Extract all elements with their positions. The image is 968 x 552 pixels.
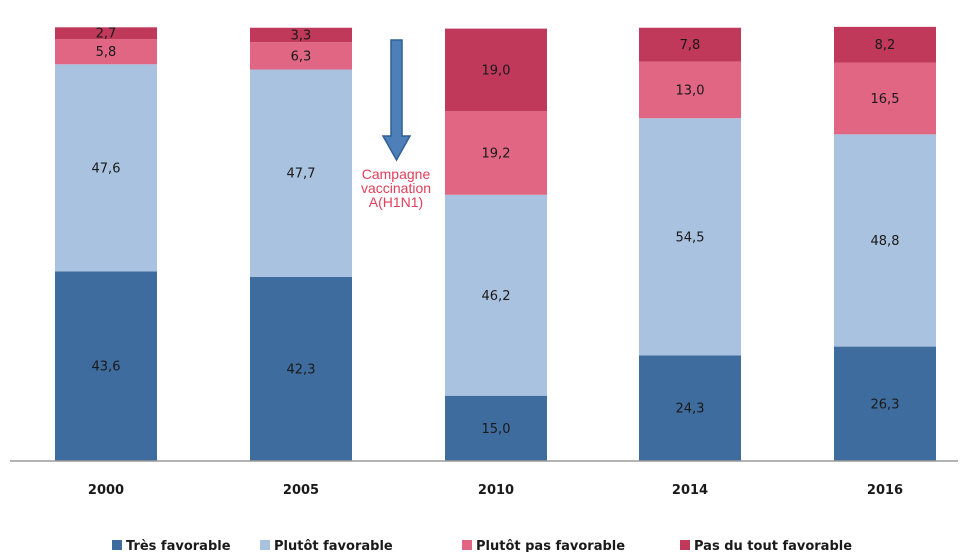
bars-group: 43,6 47,6 5,8 2,7 42,3 47,7 6,3 3,3 15,0 46,2 19,2… bbox=[55, 27, 936, 461]
data-label-2000-s3: 5,8 bbox=[96, 45, 117, 60]
legend-label-4: Pas du tout favorable bbox=[694, 539, 852, 552]
legend-swatch-2 bbox=[260, 540, 270, 550]
data-label-2010-s4: 19,0 bbox=[482, 63, 511, 78]
data-label-2005-s4: 3,3 bbox=[291, 28, 312, 43]
legend-label-3: Plutôt pas favorable bbox=[476, 539, 625, 552]
data-label-2016-s2: 48,8 bbox=[871, 234, 900, 249]
legend-swatch-1 bbox=[112, 540, 122, 550]
down-arrow-icon bbox=[381, 39, 412, 162]
data-label-2010-s2: 46,2 bbox=[482, 289, 511, 304]
bar-segment-2010-s1 bbox=[445, 395, 547, 461]
bar-segment-2005-s3 bbox=[250, 42, 352, 70]
annotation-line-1: Campagne bbox=[362, 166, 431, 182]
x-tick-labels: 2000 2005 2010 2014 2016 bbox=[88, 483, 903, 498]
legend-swatch-4 bbox=[680, 540, 690, 550]
x-tick-2000: 2000 bbox=[88, 483, 124, 498]
data-label-2000-s2: 47,6 bbox=[92, 161, 121, 176]
x-tick-2010: 2010 bbox=[478, 483, 514, 498]
bar-segment-2016-s4 bbox=[834, 26, 936, 63]
bar-segment-2014-s3 bbox=[639, 61, 741, 119]
data-label-2005-s2: 47,7 bbox=[287, 167, 316, 182]
bar-segment-2005-s4 bbox=[250, 27, 352, 43]
data-label-2014-s4: 7,8 bbox=[680, 38, 701, 53]
bar-segment-2014-s1 bbox=[639, 355, 741, 461]
x-tick-2016: 2016 bbox=[867, 483, 903, 498]
data-label-2014-s1: 24,3 bbox=[676, 402, 705, 417]
legend-label-2: Plutôt favorable bbox=[274, 539, 393, 552]
legend-label-1: Très favorable bbox=[126, 539, 231, 552]
data-label-2000-s1: 43,6 bbox=[92, 360, 121, 375]
data-label-2016-s3: 16,5 bbox=[871, 92, 900, 107]
bar-segment-2016-s3 bbox=[834, 62, 936, 135]
bar-segment-2000-s4 bbox=[55, 27, 157, 40]
data-label-2010-s1: 15,0 bbox=[482, 422, 511, 437]
x-tick-2005: 2005 bbox=[283, 483, 319, 498]
bar-segment-2000-s2 bbox=[55, 64, 157, 272]
data-label-2016-s4: 8,2 bbox=[875, 38, 896, 53]
data-label-2005-s3: 6,3 bbox=[291, 49, 312, 64]
bar-segment-2014-s4 bbox=[639, 27, 741, 62]
bar-segment-2005-s1 bbox=[250, 276, 352, 461]
h1n1-annotation: Campagne vaccination A(H1N1) bbox=[361, 39, 431, 210]
data-label-2016-s1: 26,3 bbox=[871, 397, 900, 412]
bar-segment-2014-s2 bbox=[639, 118, 741, 356]
data-label-2005-s1: 42,3 bbox=[287, 362, 316, 377]
bar-segment-2005-s2 bbox=[250, 69, 352, 277]
bar-segment-2000-s1 bbox=[55, 271, 157, 461]
bar-segment-2010-s4 bbox=[445, 28, 547, 112]
annotation-line-2: vaccination bbox=[361, 180, 431, 196]
bar-segment-2010-s2 bbox=[445, 194, 547, 396]
annotation-line-3: A(H1N1) bbox=[369, 194, 423, 210]
data-label-2010-s3: 19,2 bbox=[482, 147, 511, 162]
data-label-2014-s3: 13,0 bbox=[676, 83, 705, 98]
bar-segment-2000-s3 bbox=[55, 39, 157, 65]
bar-segment-2010-s3 bbox=[445, 111, 547, 195]
legend-swatch-3 bbox=[462, 540, 472, 550]
data-label-2000-s4: 2,7 bbox=[96, 27, 117, 42]
data-label-2014-s2: 54,5 bbox=[676, 230, 705, 245]
legend: Très favorable Plutôt favorable Plutôt pas… bbox=[112, 539, 852, 552]
x-tick-2014: 2014 bbox=[672, 483, 708, 498]
bar-segment-2016-s2 bbox=[834, 134, 936, 347]
bar-segment-2016-s1 bbox=[834, 346, 936, 461]
